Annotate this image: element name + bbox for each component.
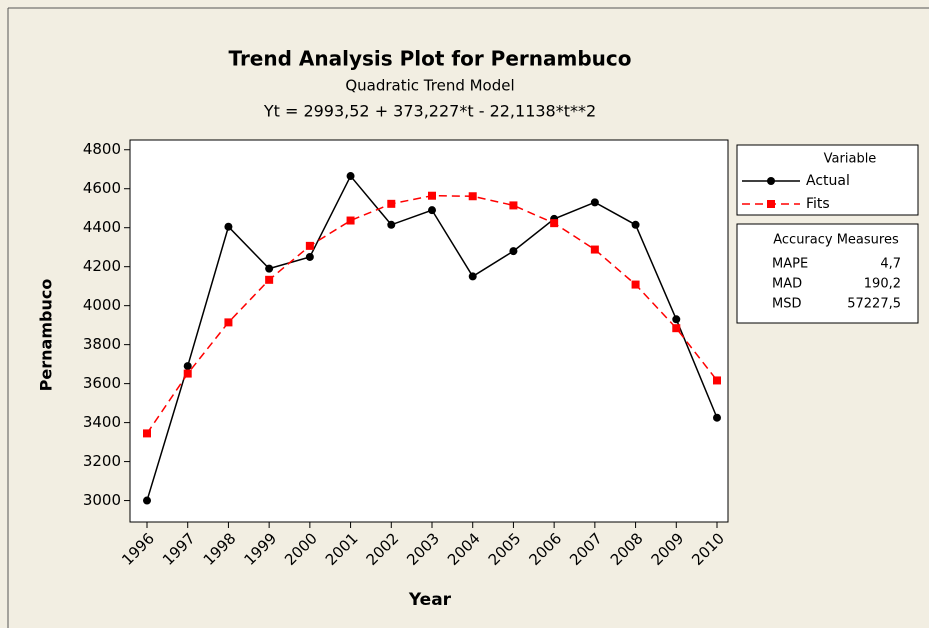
data-point <box>468 272 477 281</box>
data-point <box>672 315 681 324</box>
accuracy-value: 57227,5 <box>847 297 901 312</box>
data-point <box>713 413 721 422</box>
accuracy-label: MAPE <box>772 257 808 272</box>
data-point <box>183 362 192 371</box>
legend-marker <box>767 200 775 208</box>
data-point <box>305 241 314 250</box>
accuracy-box <box>736 223 919 324</box>
y-tick-label: 4200 <box>83 257 121 275</box>
data-point <box>387 220 396 229</box>
y-tick-label: 4800 <box>83 140 121 158</box>
data-point <box>713 376 721 385</box>
legend-marker <box>767 177 775 185</box>
data-point <box>631 280 640 289</box>
legend-title: Variable <box>824 152 877 167</box>
y-tick-label: 4400 <box>83 218 121 236</box>
data-point <box>590 198 599 207</box>
equation: Yt = 2993,52 + 373,227*t - 22,1138*t**2 <box>263 102 596 121</box>
y-tick-label: 3800 <box>83 335 121 353</box>
y-tick-label: 4000 <box>83 296 121 314</box>
data-point <box>143 429 151 438</box>
data-point <box>631 220 640 229</box>
data-point <box>305 252 314 261</box>
legend-label: Actual <box>806 173 850 189</box>
plot-area <box>129 139 729 523</box>
data-point <box>387 199 396 208</box>
data-point <box>346 172 355 181</box>
chart-title: Trend Analysis Plot for Pernambuco <box>229 47 632 71</box>
legend-label: Fits <box>806 196 830 212</box>
accuracy-title: Accuracy Measures <box>773 233 899 248</box>
accuracy-label: MSD <box>772 297 801 312</box>
y-axis-label: Pernambuco <box>37 279 56 392</box>
data-point <box>590 245 599 254</box>
data-point <box>550 219 559 228</box>
data-point <box>224 222 233 231</box>
y-tick-label: 4600 <box>83 179 121 197</box>
chart-subtitle: Quadratic Trend Model <box>345 77 514 95</box>
accuracy-value: 4,7 <box>880 257 901 272</box>
accuracy-value: 190,2 <box>864 277 901 292</box>
data-point <box>428 191 436 200</box>
data-point <box>468 192 477 201</box>
y-tick-label: 3600 <box>83 374 121 392</box>
data-point <box>672 324 681 333</box>
y-tick-label: 3200 <box>83 452 121 470</box>
data-point <box>224 318 233 327</box>
data-point <box>509 201 518 210</box>
data-point <box>183 369 192 378</box>
accuracy-label: MAD <box>772 277 802 292</box>
data-point <box>265 264 274 273</box>
data-point <box>509 247 518 256</box>
data-point <box>143 496 151 505</box>
y-tick-label: 3000 <box>83 491 121 509</box>
data-point <box>265 275 274 284</box>
x-axis-label: Year <box>408 590 452 610</box>
data-point <box>346 216 355 225</box>
data-point <box>428 206 436 215</box>
y-tick-label: 3400 <box>83 413 121 431</box>
